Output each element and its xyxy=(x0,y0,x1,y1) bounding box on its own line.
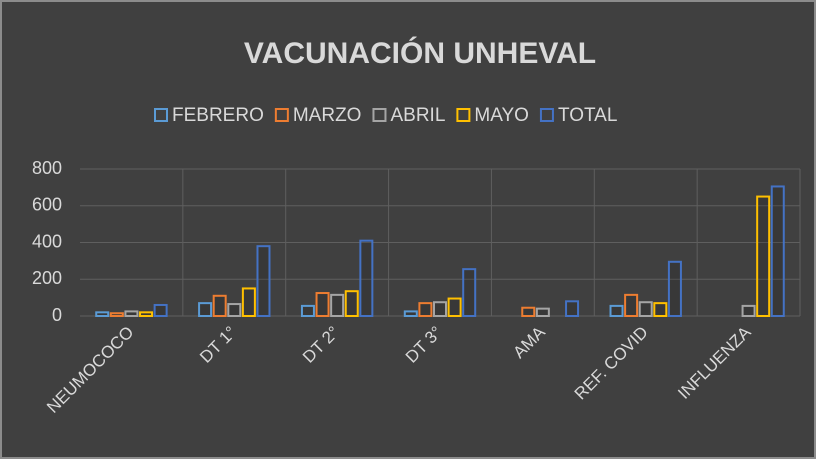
bar xyxy=(609,304,624,317)
chart-title: VACUNACIÓN UNHEVAL xyxy=(244,36,596,70)
legend-swatch xyxy=(539,108,554,122)
legend-label: MAYO xyxy=(474,105,529,126)
y-tick-label: 600 xyxy=(32,195,62,215)
y-tick-label: 0 xyxy=(52,305,62,325)
bar xyxy=(433,301,447,317)
bar xyxy=(95,311,110,318)
bar xyxy=(109,312,124,317)
bar xyxy=(535,307,550,317)
bar xyxy=(227,303,242,317)
bar xyxy=(521,306,536,318)
bar xyxy=(198,302,213,318)
legend-label: MARZO xyxy=(293,105,362,126)
bar xyxy=(462,268,477,317)
y-tick-label: 400 xyxy=(32,231,62,251)
bar xyxy=(212,294,227,318)
legend-swatch xyxy=(372,108,387,122)
legend-label: ABRIL xyxy=(390,105,445,126)
y-tick-label: 200 xyxy=(32,268,62,288)
bar xyxy=(403,310,418,317)
legend-swatch xyxy=(274,108,289,122)
bar xyxy=(741,304,756,317)
legend-swatch xyxy=(154,108,168,122)
bar xyxy=(344,290,359,318)
legend-label: FEBRERO xyxy=(172,105,264,126)
bar xyxy=(256,245,271,317)
bar xyxy=(565,300,580,317)
bar xyxy=(241,287,256,317)
bar xyxy=(418,302,433,318)
bar xyxy=(667,260,682,318)
bar xyxy=(124,310,139,317)
legend-swatch xyxy=(456,108,471,122)
bar xyxy=(300,304,315,317)
legend-label: TOTAL xyxy=(558,105,617,126)
bar xyxy=(756,195,771,317)
bar xyxy=(153,303,168,318)
bar xyxy=(770,185,785,317)
bar xyxy=(653,302,668,318)
bar xyxy=(315,292,330,317)
bar xyxy=(359,239,374,318)
bar xyxy=(139,311,154,318)
bar xyxy=(447,297,462,318)
y-tick-label: 800 xyxy=(32,158,62,178)
bar xyxy=(624,293,639,317)
bar xyxy=(638,301,653,317)
bar xyxy=(330,293,345,317)
